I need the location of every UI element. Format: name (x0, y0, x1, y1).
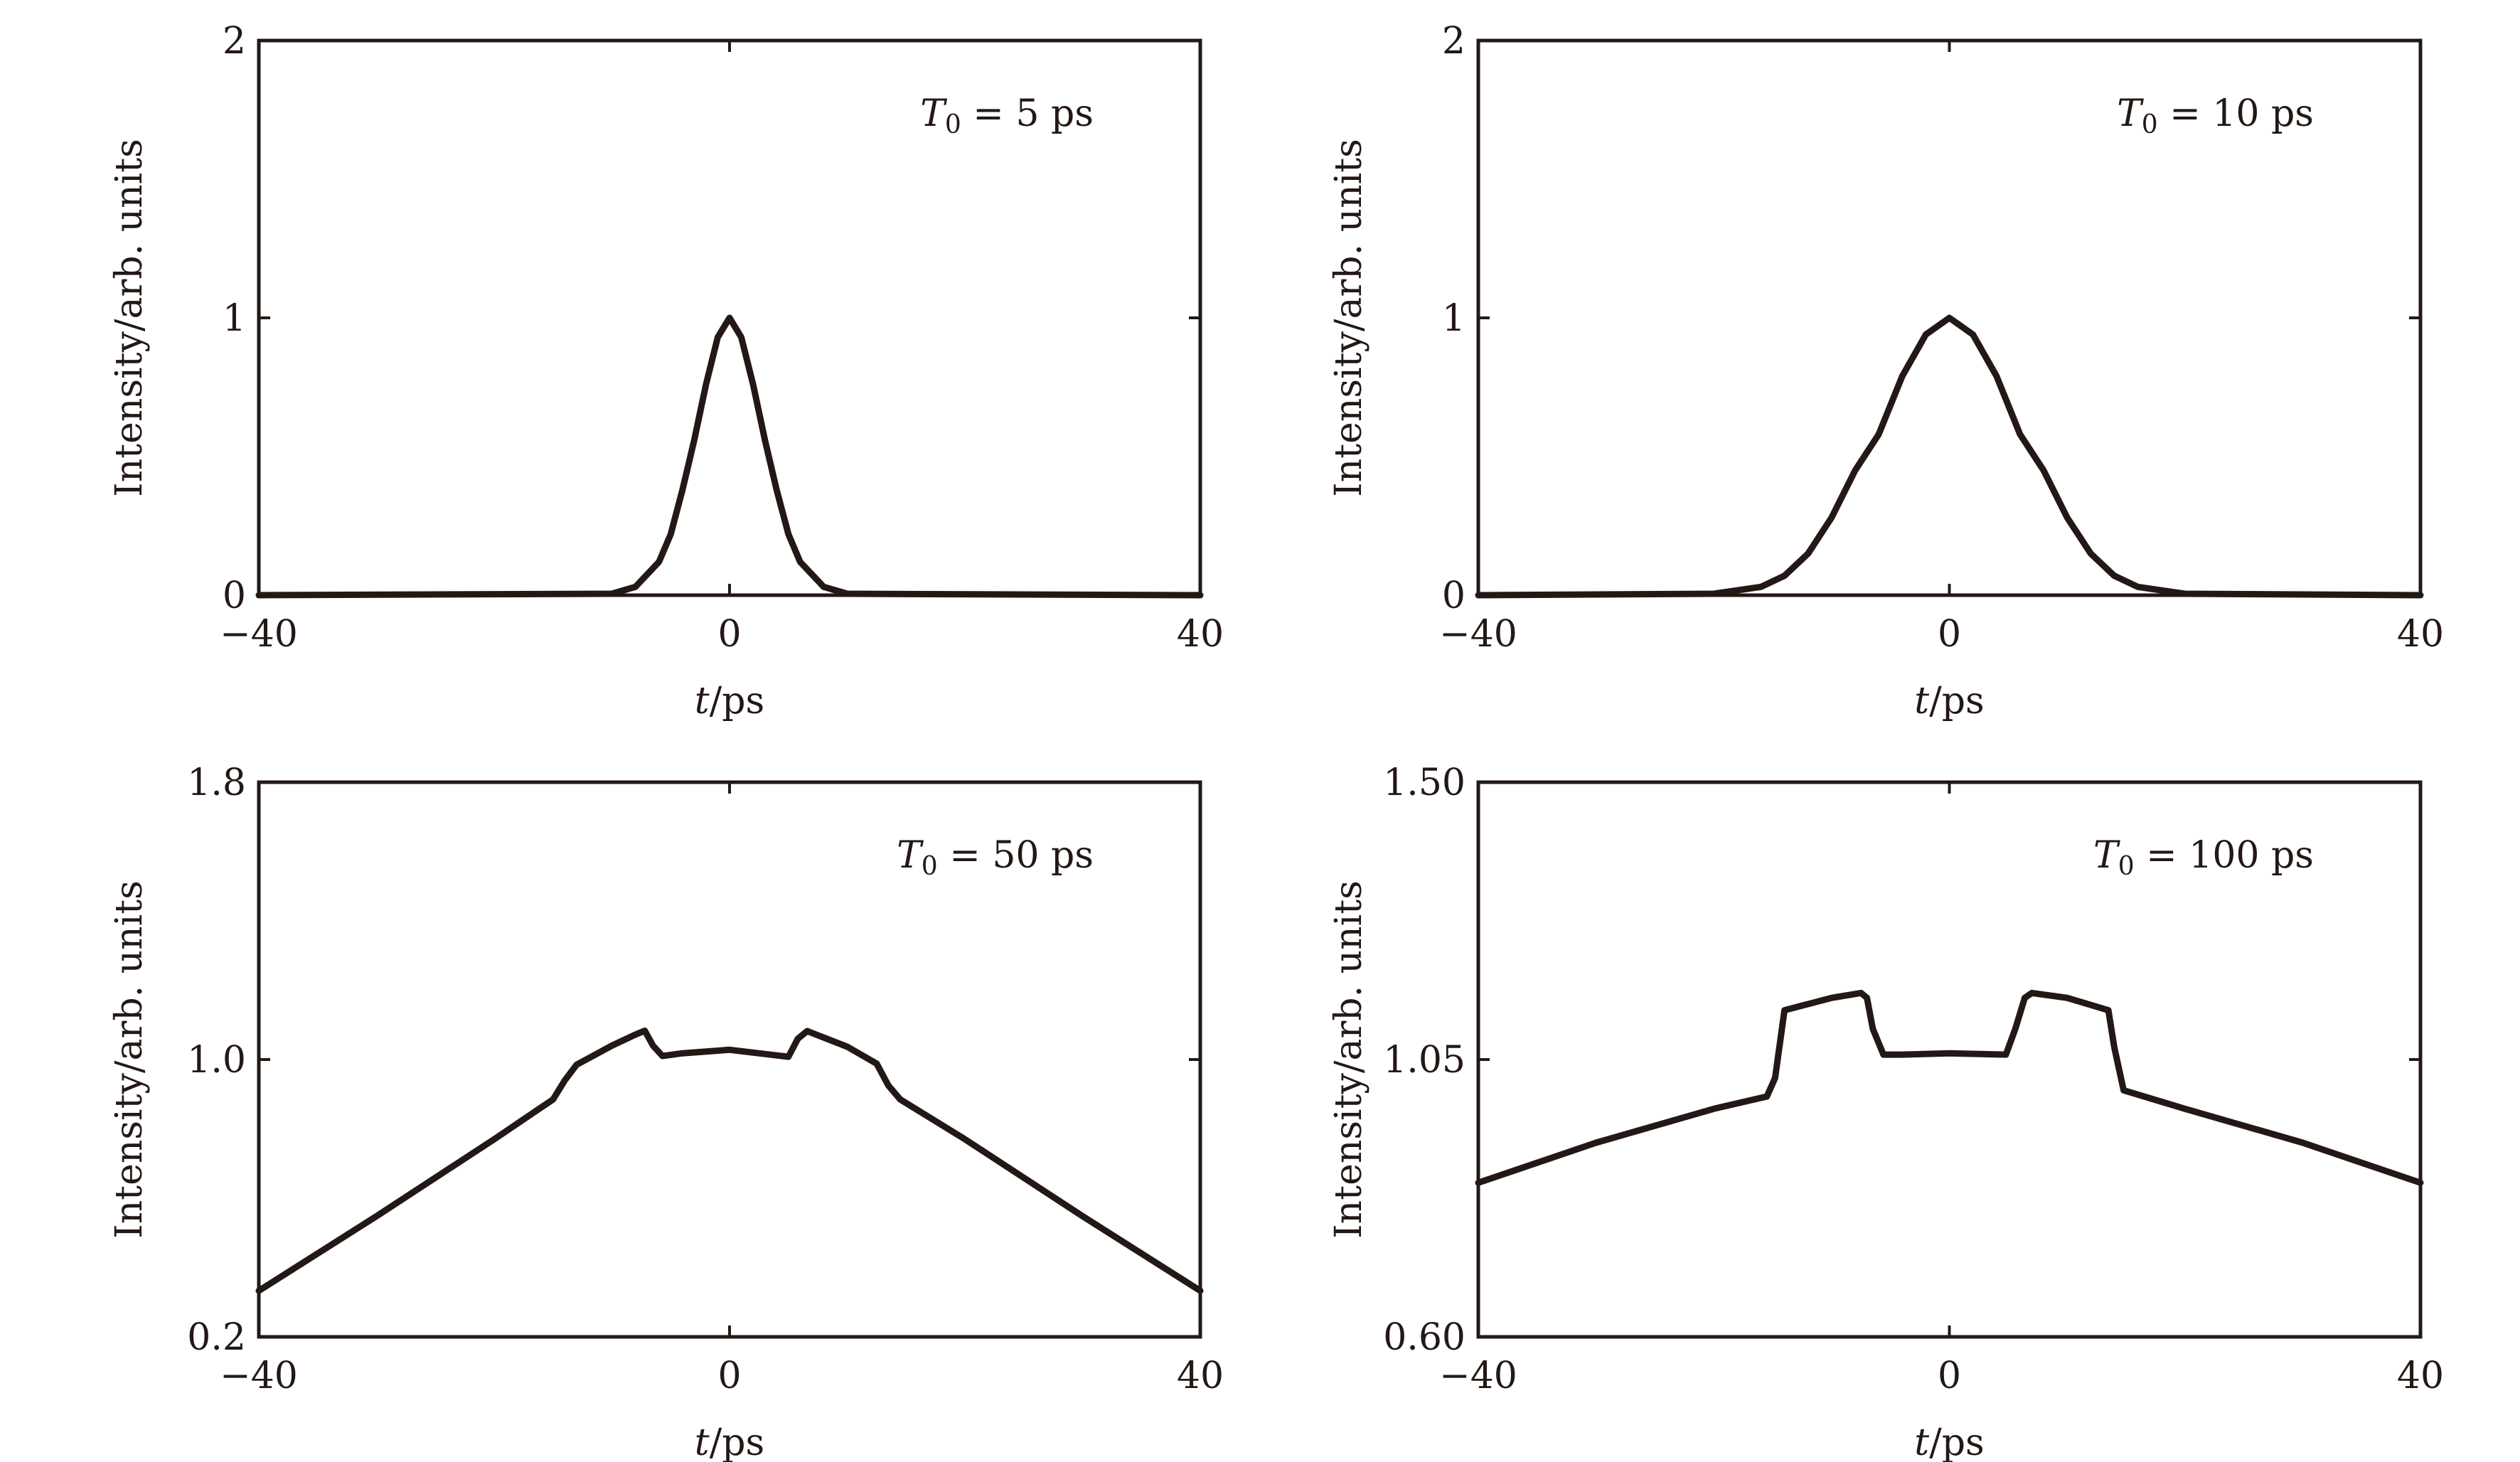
x-tick-label: 40 (2397, 1355, 2444, 1397)
y-axis-label: Intensity/arb. units (1328, 880, 1370, 1239)
pulse-width-annotation: T0 = 10 ps (2117, 92, 2314, 139)
x-tick-label: 40 (1177, 613, 1224, 656)
y-axis-label: Intensity/arb. units (1328, 139, 1370, 497)
x-axis-label: t/ps (1914, 680, 1984, 722)
y-axis-label: Intensity/arb. units (108, 139, 151, 497)
y-tick-label: 0.60 (1383, 1316, 1465, 1359)
y-tick-label: 0 (1442, 575, 1465, 617)
y-axis-label: Intensity/arb. units (108, 880, 151, 1239)
y-tick-label: 1.8 (187, 762, 246, 804)
chart-panel-4: −40 0 40 0.60 1.05 1.50 t/ps Intensity/arb. uni… (1328, 762, 2444, 1462)
intensity-curve (1475, 314, 2424, 599)
y-tick-label: 1.0 (187, 1039, 246, 1082)
intensity-curve (1475, 989, 2424, 1186)
y-tick-label: 2 (223, 20, 246, 63)
y-tick-label: 1.05 (1383, 1039, 1465, 1082)
x-tick-label: 40 (1177, 1355, 1224, 1397)
y-tick-label: 1 (223, 297, 246, 340)
x-axis-label: t/ps (695, 1421, 764, 1462)
y-tick-label: 0 (223, 575, 246, 617)
x-tick-label: −40 (220, 1355, 298, 1397)
pulse-width-annotation: T0 = 100 ps (2093, 834, 2314, 881)
y-tick-label: 1 (1442, 297, 1465, 340)
x-axis-label: t/ps (695, 680, 764, 722)
pulse-width-annotation: T0 = 5 ps (920, 92, 1094, 139)
x-tick-label: −40 (1439, 1355, 1517, 1397)
y-tick-label: 1.50 (1383, 762, 1465, 804)
y-tick-label: 2 (1442, 20, 1465, 63)
x-tick-label: 40 (2397, 613, 2444, 656)
chart-panel-3: −40 0 40 0.2 1.0 1.8 t/ps Intensity/arb. units T… (108, 762, 1224, 1462)
pulse-width-annotation: T0 = 50 ps (897, 834, 1094, 881)
x-tick-label: −40 (220, 613, 298, 656)
x-tick-label: 0 (1938, 1355, 1961, 1397)
x-tick-label: 0 (717, 1355, 741, 1397)
intensity-curve (255, 314, 1204, 599)
y-tick-label: 0.2 (187, 1316, 246, 1359)
intensity-curve (255, 1028, 1204, 1294)
x-tick-label: 0 (717, 613, 741, 656)
x-tick-label: −40 (1439, 613, 1517, 656)
x-tick-label: 0 (1938, 613, 1961, 656)
x-axis-label: t/ps (1914, 1421, 1984, 1462)
